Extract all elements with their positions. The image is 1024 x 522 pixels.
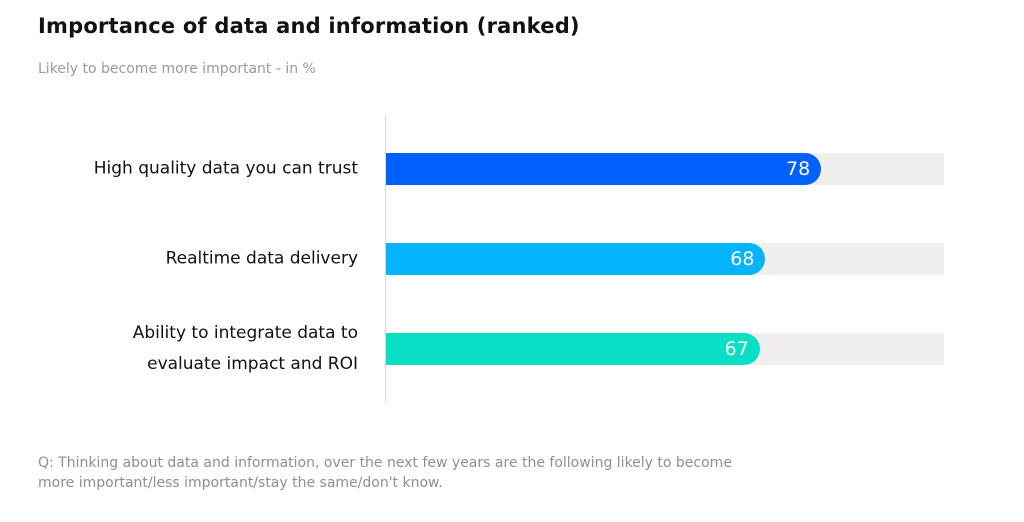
footnote-line-2: more important/less important/stay the s…	[38, 475, 443, 491]
bar	[386, 153, 822, 185]
bar-row: Ability to integrate data to evaluate imp…	[0, 323, 1024, 374]
data-label: 78	[786, 158, 811, 180]
category-label-line: High quality data you can trust	[93, 158, 358, 179]
bar-row: Realtime data delivery 68	[0, 243, 1024, 275]
category-label: Ability to integrate data to evaluate imp…	[133, 318, 358, 380]
y-axis-line	[385, 116, 386, 402]
chart-subtitle: Likely to become more important - in %	[38, 61, 316, 77]
category-label-line: Ability to integrate data to	[132, 323, 358, 343]
category-label-line: Realtime data delivery	[165, 248, 358, 269]
bar-row: High quality data you can trust 78	[0, 153, 1024, 185]
category-label-line: evaluate impact and ROI	[147, 354, 358, 374]
footnote-line-1: Q: Thinking about data and information, …	[38, 455, 732, 471]
footnote: Q: Thinking about data and information, …	[38, 453, 838, 493]
category-label: High quality data you can trust	[94, 154, 358, 185]
category-label: Realtime data delivery	[166, 244, 358, 275]
data-label: 67	[724, 338, 749, 360]
bar	[386, 243, 766, 275]
chart-title: Importance of data and information (rank…	[38, 14, 580, 38]
data-label: 68	[730, 248, 755, 270]
bar	[386, 333, 760, 365]
